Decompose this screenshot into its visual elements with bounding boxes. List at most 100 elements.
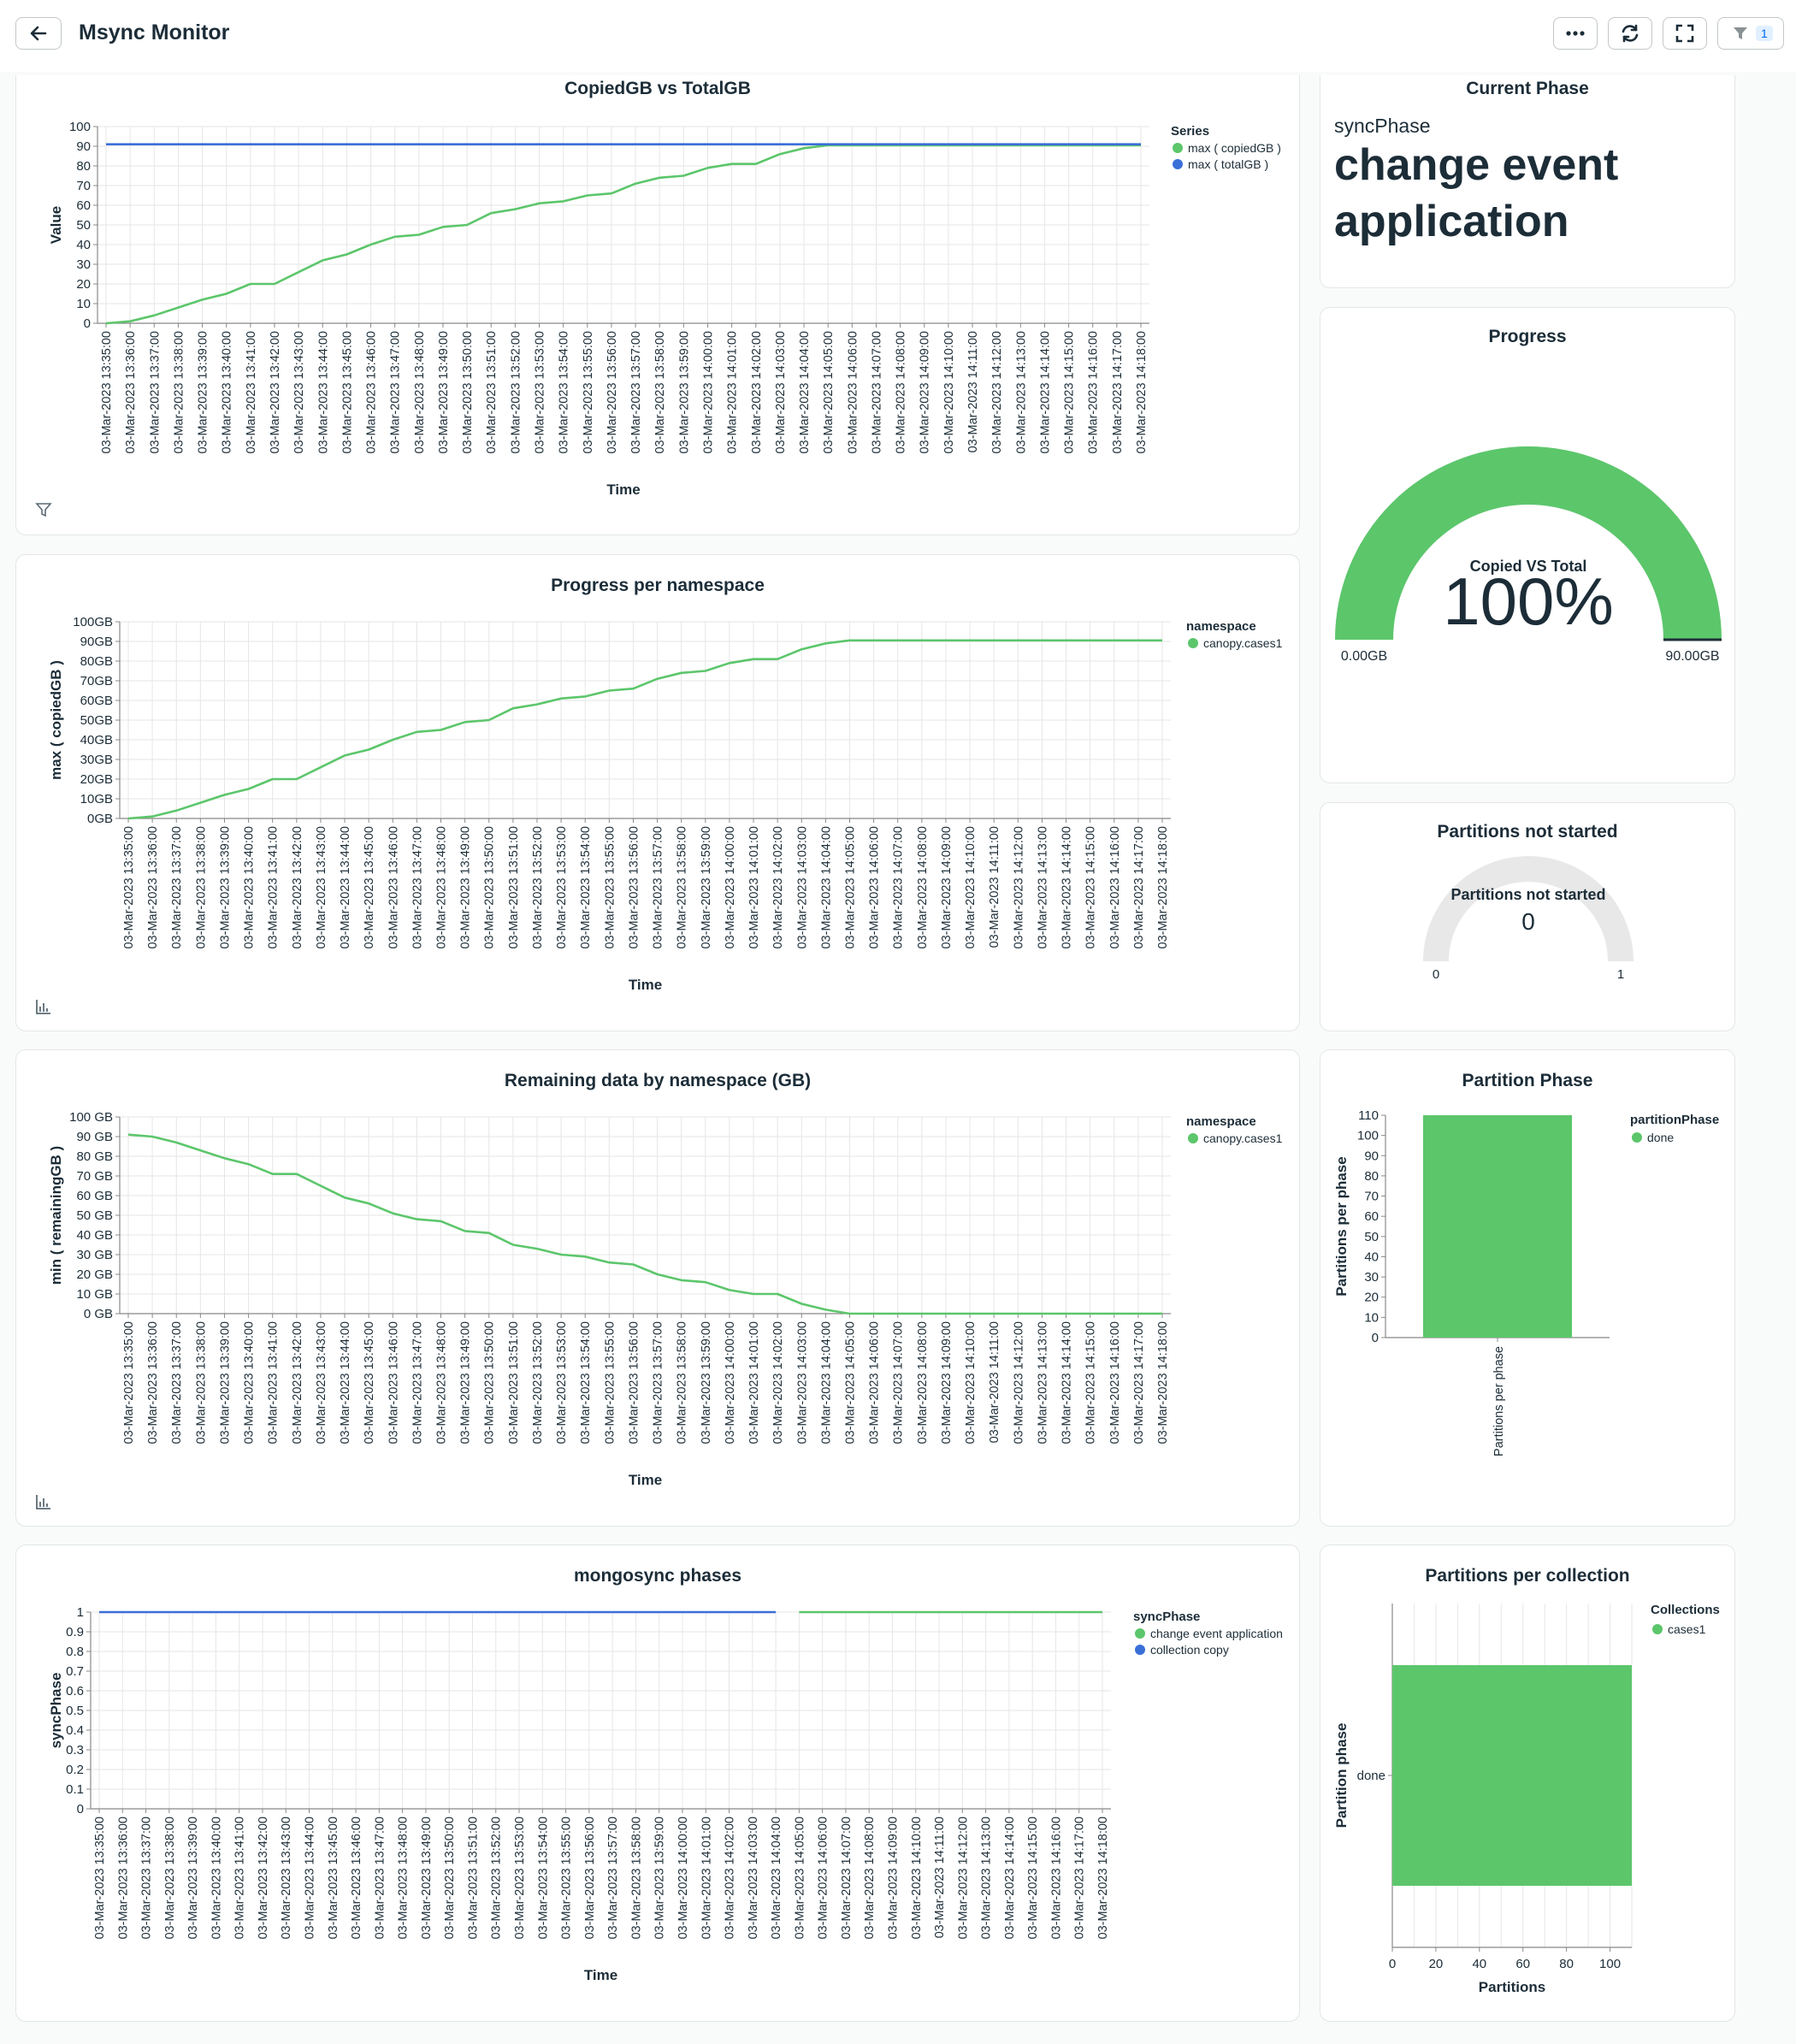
x-tick-label: 03-Mar-2023 13:45:00 — [327, 1817, 340, 1940]
x-tick-label: 03-Mar-2023 14:08:00 — [916, 826, 930, 949]
x-tick-label: 03-Mar-2023 14:10:00 — [964, 826, 978, 949]
y-tick-label: 0 GB — [84, 1307, 113, 1321]
x-tick-label: 03-Mar-2023 14:15:00 — [1026, 1817, 1040, 1940]
x-tick-label: 03-Mar-2023 13:37:00 — [148, 331, 162, 454]
x-axis-title: Time — [584, 1967, 617, 1983]
x-tick-label: 03-Mar-2023 13:48:00 — [435, 1321, 449, 1444]
back-button[interactable] — [15, 17, 62, 50]
legend-title: Series — [1171, 124, 1209, 139]
x-tick-label: 03-Mar-2023 14:05:00 — [793, 1817, 806, 1940]
x-tick-label: 03-Mar-2023 13:58:00 — [653, 331, 667, 454]
legend-label: max ( totalGB ) — [1188, 157, 1268, 171]
x-tick-label: 0 — [1389, 1957, 1396, 1971]
x-tick-label: 03-Mar-2023 13:49:00 — [420, 1817, 434, 1940]
y-tick-label: 20GB — [80, 772, 113, 787]
y-tick-label: 20 GB — [76, 1267, 113, 1282]
x-tick-label: 03-Mar-2023 14:11:00 — [933, 1817, 947, 1938]
chart-title: Partitions per collection — [1425, 1566, 1630, 1586]
x-tick-label: 03-Mar-2023 14:03:00 — [747, 1817, 760, 1940]
gauge-label: Copied VS Total — [1470, 558, 1587, 575]
x-tick-label: 03-Mar-2023 13:52:00 — [531, 826, 545, 949]
y-tick-label: 40 GB — [76, 1228, 113, 1243]
x-tick-label: 03-Mar-2023 13:58:00 — [629, 1817, 643, 1940]
x-axis-title: Time — [629, 977, 662, 993]
gauge-track — [1423, 856, 1634, 961]
x-tick-label: 03-Mar-2023 13:46:00 — [350, 1817, 363, 1940]
x-tick-label: 03-Mar-2023 14:12:00 — [990, 331, 1004, 454]
gauge-value: 0 — [1521, 908, 1535, 935]
y-axis-title: min ( remainingGB ) — [48, 1146, 64, 1285]
y-tick-label: 0GB — [87, 812, 113, 826]
x-tick-label: 03-Mar-2023 13:56:00 — [583, 1817, 597, 1940]
x-tick-label: 03-Mar-2023 14:01:00 — [700, 1817, 713, 1940]
y-tick-label: 0.7 — [66, 1664, 84, 1679]
y-tick-label: 90 GB — [76, 1130, 113, 1144]
x-tick-label: 03-Mar-2023 14:09:00 — [940, 826, 954, 949]
y-tick-label: 60 GB — [76, 1189, 113, 1203]
y-tick-label: 70 GB — [76, 1169, 113, 1184]
x-tick-label: 03-Mar-2023 14:01:00 — [747, 826, 761, 949]
ellipsis-icon — [1566, 31, 1585, 36]
fullscreen-button[interactable] — [1663, 17, 1707, 50]
y-tick-label: 50 — [76, 218, 91, 233]
x-tick-label: 03-Mar-2023 14:02:00 — [771, 1321, 785, 1444]
y-axis-title: syncPhase — [48, 1673, 64, 1749]
x-tick-label: 03-Mar-2023 13:41:00 — [233, 1817, 247, 1940]
x-tick-label: Partitions per phase — [1492, 1346, 1506, 1456]
more-button[interactable] — [1553, 17, 1598, 50]
y-tick-label: 110 — [1358, 1108, 1379, 1123]
y-tick-label: 80 — [1364, 1169, 1379, 1184]
copied-vs-total-chart: 0 10 20 30 40 50 60 70 80 90 100 03-Mar-2023 13:35:… — [48, 120, 1281, 498]
x-tick-label: 03-Mar-2023 13:47:00 — [411, 1321, 424, 1444]
y-tick-label: 0.8 — [66, 1645, 84, 1659]
x-tick-label: 03-Mar-2023 13:56:00 — [606, 331, 619, 454]
y-tick-label: 30 GB — [76, 1248, 113, 1262]
x-tick-label: 03-Mar-2023 13:53:00 — [555, 1321, 569, 1444]
x-tick-label: 03-Mar-2023 14:10:00 — [942, 331, 956, 454]
bar — [1392, 1665, 1632, 1886]
x-tick-label: 03-Mar-2023 13:42:00 — [291, 826, 304, 949]
x-tick-label: 03-Mar-2023 13:38:00 — [194, 826, 208, 949]
bar-chart-icon[interactable] — [35, 1493, 52, 1510]
bar-chart-icon[interactable] — [35, 998, 52, 1015]
x-tick-label: 03-Mar-2023 14:11:00 — [988, 1321, 1001, 1443]
y-tick-label: 20 — [76, 277, 91, 292]
legend-swatch — [1135, 1628, 1145, 1639]
card-mongosync-phases: mongosync phases 0 0.1 0.2 0.3 0.4 0.5 0.6 0.7 0… — [15, 1545, 1300, 2022]
card-title: Progress — [1488, 327, 1567, 346]
y-tick-label: 50 — [1364, 1230, 1379, 1244]
x-tick-label: 80 — [1559, 1957, 1574, 1971]
x-tick-label: 03-Mar-2023 13:41:00 — [245, 331, 258, 454]
x-tick-label: 03-Mar-2023 13:55:00 — [560, 1817, 574, 1940]
x-tick-label: 03-Mar-2023 14:03:00 — [795, 826, 809, 948]
filter-icon[interactable] — [35, 501, 52, 518]
legend-swatch — [1135, 1645, 1145, 1655]
filter-button[interactable]: 1 — [1717, 17, 1784, 50]
x-tick-label: 03-Mar-2023 13:53:00 — [534, 331, 547, 454]
x-tick-label: 03-Mar-2023 13:43:00 — [315, 826, 328, 949]
chart-title: Remaining data by namespace (GB) — [504, 1071, 812, 1090]
gauge-value: 100% — [1443, 564, 1614, 639]
card-partitions-not-started: Partitions not started Partitions not st… — [1320, 802, 1735, 1031]
x-tick-label: 03-Mar-2023 14:07:00 — [840, 1817, 854, 1940]
x-tick-label: 03-Mar-2023 13:37:00 — [140, 1817, 154, 1940]
x-tick-label: 03-Mar-2023 14:10:00 — [910, 1817, 924, 1940]
x-tick-label: 03-Mar-2023 13:49:00 — [437, 331, 451, 454]
legend-title: partitionPhase — [1630, 1113, 1719, 1127]
x-tick-label: 03-Mar-2023 13:45:00 — [363, 1321, 376, 1444]
x-tick-label: 03-Mar-2023 14:18:00 — [1156, 1321, 1170, 1444]
top-bar: Msync Monitor 1 — [0, 0, 1796, 72]
y-tick-label: 80 — [76, 159, 91, 174]
y-tick-label: 40 — [1364, 1249, 1379, 1264]
x-tick-label: 03-Mar-2023 13:50:00 — [483, 1321, 497, 1444]
y-tick-label: done — [1357, 1769, 1385, 1783]
chart-title: Partition Phase — [1462, 1071, 1593, 1090]
x-tick-label: 03-Mar-2023 13:50:00 — [443, 1817, 457, 1940]
x-tick-label: 03-Mar-2023 13:56:00 — [627, 826, 641, 949]
x-tick-label: 03-Mar-2023 13:57:00 — [652, 1321, 665, 1444]
refresh-button[interactable] — [1608, 17, 1652, 50]
x-tick-label: 03-Mar-2023 13:37:00 — [170, 1321, 184, 1444]
x-tick-label: 03-Mar-2023 14:09:00 — [886, 1817, 900, 1940]
x-tick-label: 03-Mar-2023 13:54:00 — [536, 1817, 550, 1940]
x-tick-label: 03-Mar-2023 14:08:00 — [916, 1321, 930, 1444]
